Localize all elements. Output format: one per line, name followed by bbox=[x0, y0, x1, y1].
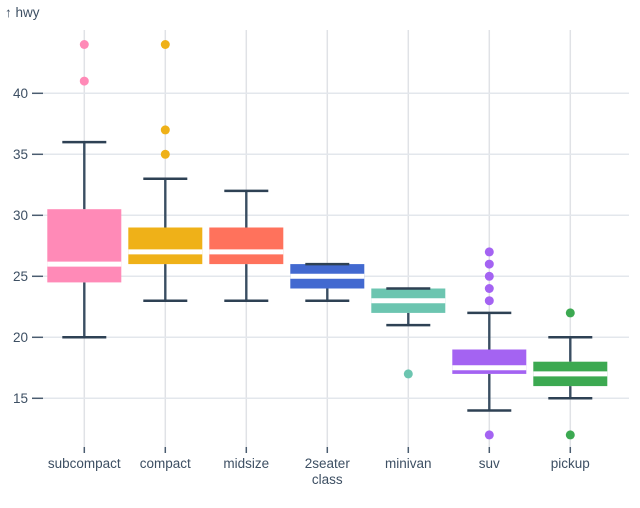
box-group-pickup bbox=[533, 308, 608, 440]
outlier-dot-pickup-22 bbox=[565, 308, 575, 318]
outlier-dot-compact-37 bbox=[160, 125, 170, 135]
box-group-midsize bbox=[209, 189, 284, 302]
axes-layer: 15 20 25 30 35 40 subcompact compact midsize 2sea… bbox=[13, 86, 590, 487]
x-tick-label-pickup: pickup bbox=[551, 456, 590, 471]
x-axis-title: class bbox=[312, 472, 343, 487]
y-tick-label-35: 35 bbox=[13, 147, 28, 162]
iqr-box-subcompact bbox=[47, 209, 122, 283]
box-group-suv bbox=[452, 247, 527, 440]
x-tick-label-subcompact: subcompact bbox=[48, 456, 121, 471]
outlier-dot-suv-27 bbox=[484, 247, 494, 257]
outlier-dot-suv-12 bbox=[484, 430, 494, 440]
y-axis-title: ↑ hwy bbox=[5, 5, 40, 20]
box-group-2seater bbox=[290, 262, 365, 302]
x-tick-label-2seater: 2seater bbox=[305, 456, 351, 471]
x-tick-label-minivan: minivan bbox=[385, 456, 432, 471]
grid-layer bbox=[43, 30, 629, 447]
x-tick-label-suv: suv bbox=[479, 456, 500, 471]
outlier-dot-compact-35 bbox=[160, 149, 170, 159]
outlier-dot-pickup-12 bbox=[565, 430, 575, 440]
iqr-box-midsize bbox=[209, 227, 284, 265]
y-tick-label-40: 40 bbox=[13, 86, 28, 101]
outlier-dot-suv-25 bbox=[484, 271, 494, 281]
outlier-dot-suv-26 bbox=[484, 259, 494, 269]
outlier-dot-minivan-17 bbox=[403, 369, 413, 379]
y-tick-label-20: 20 bbox=[13, 330, 28, 345]
iqr-box-compact bbox=[128, 227, 203, 265]
box-group-compact bbox=[128, 40, 203, 302]
x-tick-label-compact: compact bbox=[140, 456, 191, 471]
x-tick-label-midsize: midsize bbox=[223, 456, 269, 471]
outlier-dot-suv-23 bbox=[484, 296, 494, 306]
outlier-dot-suv-24 bbox=[484, 284, 494, 293]
marks-layer bbox=[47, 40, 608, 440]
y-tick-label-25: 25 bbox=[13, 269, 28, 284]
outlier-dot-subcompact-41 bbox=[79, 76, 89, 86]
box-group-minivan bbox=[371, 287, 446, 379]
outlier-dot-compact-44 bbox=[160, 40, 170, 49]
y-tick-label-15: 15 bbox=[13, 391, 28, 406]
outlier-dot-subcompact-44 bbox=[79, 40, 89, 49]
y-tick-label-30: 30 bbox=[13, 208, 28, 223]
box-group-subcompact bbox=[47, 40, 122, 339]
